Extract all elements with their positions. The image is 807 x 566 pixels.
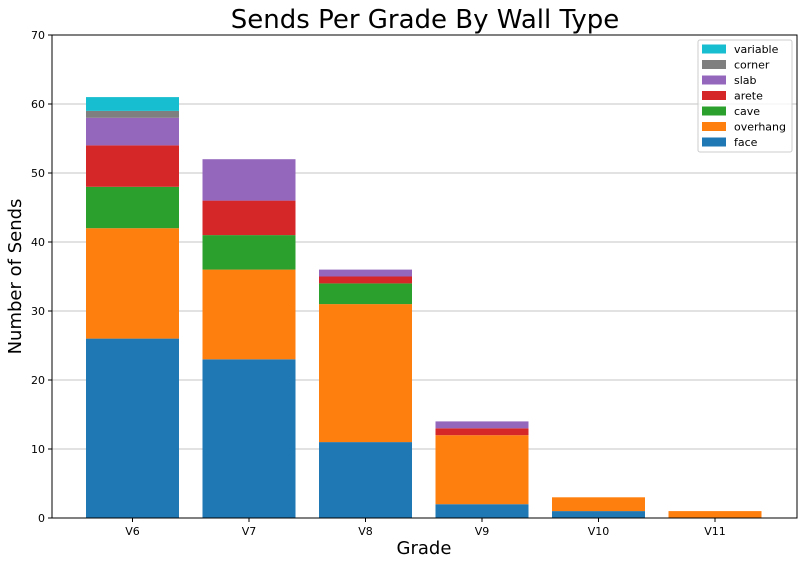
bar-v7-overhang [202, 269, 296, 360]
bar-v8-cave [319, 283, 412, 305]
y-tick-label: 10 [31, 443, 45, 456]
x-axis-label: Grade [397, 538, 452, 559]
legend-swatch-arete [702, 91, 726, 100]
bar-v6-overhang [86, 228, 179, 339]
y-tick-label: 60 [31, 98, 45, 111]
y-axis-ticks: 0 10 20 30 40 50 60 70 [31, 29, 52, 525]
bar-v7-arete [202, 200, 296, 236]
y-tick-label: 20 [31, 374, 45, 387]
y-tick-label: 40 [31, 236, 45, 249]
bar-v6-face [86, 338, 179, 518]
bar-v7-face [202, 359, 296, 518]
legend-label-corner: corner [734, 59, 770, 72]
legend-label-cave: cave [734, 105, 760, 118]
chart-title: Sends Per Grade By Wall Type [231, 5, 619, 35]
bar-v8-slab [319, 269, 412, 277]
y-tick-label: 70 [31, 29, 45, 42]
x-tick-label: V10 [588, 525, 610, 538]
legend-swatch-slab [702, 75, 726, 85]
bar-v6-cave [86, 186, 179, 229]
bar-v11-overhang [668, 511, 762, 518]
bar-v6-arete [86, 145, 179, 187]
bar-v6-variable [86, 97, 179, 111]
legend-swatch-corner [702, 60, 726, 69]
y-axis-label: Number of Sends [5, 199, 26, 355]
plot-frame [51, 34, 798, 519]
x-axis-ticks: V6 V7 V8 V9 V10 V11 [125, 518, 726, 538]
bar-v6-slab [86, 117, 179, 146]
y-tick-label: 50 [31, 167, 45, 180]
bar-v9-slab [435, 421, 529, 429]
legend-label-arete: arete [734, 90, 763, 103]
y-tick-label: 30 [31, 305, 45, 318]
legend-label-slab: slab [734, 74, 757, 87]
bar-v9-face [435, 504, 529, 518]
legend: variable corner slab arete cave overhang face [697, 39, 793, 153]
legend-swatch-variable [702, 44, 726, 54]
bar-v8-arete [319, 276, 412, 284]
bar-v7-slab [202, 159, 296, 201]
bar-v8-face [319, 442, 412, 518]
legend-label-variable: variable [734, 43, 779, 56]
bar-v10-face [552, 511, 645, 518]
bars [86, 97, 762, 518]
bar-v10-overhang [552, 497, 645, 512]
bar-v6-corner [86, 110, 179, 118]
x-tick-label: V8 [358, 525, 373, 538]
legend-swatch-cave [702, 106, 726, 116]
bar-v9-arete [435, 428, 529, 436]
x-tick-label: V9 [475, 525, 490, 538]
legend-swatch-overhang [702, 122, 726, 131]
legend-label-face: face [734, 136, 758, 149]
x-tick-label: V6 [125, 525, 140, 538]
x-tick-label: V7 [242, 525, 257, 538]
legend-swatch-face [702, 137, 726, 147]
bar-v8-overhang [319, 304, 412, 443]
y-tick-label: 0 [38, 512, 45, 525]
bar-v7-cave [202, 235, 296, 270]
bar-v9-overhang [435, 435, 529, 505]
x-tick-label: V11 [704, 525, 726, 538]
legend-label-overhang: overhang [734, 121, 786, 134]
